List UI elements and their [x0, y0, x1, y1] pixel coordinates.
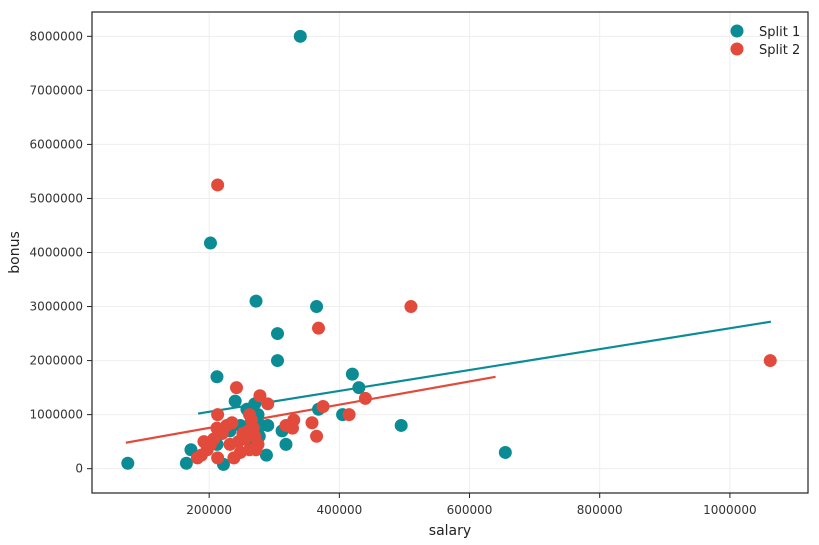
y-tick-label: 7000000: [30, 83, 83, 97]
data-points: [121, 29, 777, 471]
legend-marker-split-2: [730, 42, 744, 56]
regression-lines: [125, 320, 772, 444]
x-tick-label: 200000: [186, 503, 232, 517]
point-split-2: [358, 391, 372, 405]
y-tick-label: 5000000: [30, 191, 83, 205]
point-split-2: [763, 354, 777, 368]
x-axis-label: salary: [429, 523, 471, 539]
y-tick-label: 4000000: [30, 246, 83, 260]
point-split-1: [279, 437, 293, 451]
point-split-2: [404, 300, 418, 314]
legend: Split 1 Split 2: [730, 24, 800, 58]
y-tick-label: 3000000: [30, 300, 83, 314]
legend-label-split-2: Split 2: [759, 43, 800, 58]
fit-line-split-1: [197, 320, 772, 415]
x-tick-label: 600000: [447, 503, 493, 517]
y-tick-label: 2000000: [30, 354, 83, 368]
legend-label-split-1: Split 1: [759, 25, 800, 40]
point-split-1: [310, 300, 324, 314]
point-split-2: [225, 416, 239, 430]
point-split-2: [211, 408, 225, 422]
point-split-2: [342, 408, 356, 422]
y-tick-label: 8000000: [30, 29, 83, 43]
point-split-2: [253, 389, 267, 403]
point-split-2: [312, 321, 326, 335]
point-split-1: [228, 394, 242, 408]
grid-lines: [92, 12, 808, 493]
point-split-2: [211, 178, 225, 192]
point-split-2: [261, 397, 275, 411]
y-axis-label: bonus: [7, 231, 23, 274]
x-tick-label: 800000: [577, 503, 623, 517]
point-split-1: [498, 445, 512, 459]
point-split-2: [211, 451, 225, 465]
point-split-2: [310, 429, 324, 443]
point-split-1: [293, 29, 307, 43]
point-split-2: [305, 416, 319, 430]
fit-line-split-2: [125, 375, 496, 444]
point-split-2: [287, 413, 301, 427]
y-tick-label: 6000000: [30, 137, 83, 151]
point-split-1: [121, 456, 135, 470]
point-split-1: [394, 418, 408, 432]
axis-ticks: 200000 400000 600000 800000 1000000 0 1000000 2…: [30, 29, 757, 517]
x-tick-label: 1000000: [703, 503, 756, 517]
point-split-1: [179, 456, 193, 470]
point-split-1: [210, 370, 224, 384]
point-split-1: [352, 381, 366, 395]
point-split-1: [271, 327, 285, 341]
point-split-2: [230, 381, 244, 395]
x-tick-label: 400000: [316, 503, 362, 517]
point-split-1: [249, 294, 263, 308]
point-split-1: [203, 236, 217, 250]
point-split-1: [259, 448, 273, 462]
y-tick-label: 1000000: [30, 408, 83, 422]
point-split-2: [316, 400, 330, 414]
point-split-2: [251, 437, 265, 451]
point-split-1: [261, 418, 275, 432]
y-tick-label: 0: [75, 462, 83, 476]
point-split-1: [345, 367, 359, 381]
point-split-1: [271, 354, 285, 368]
legend-marker-split-1: [730, 24, 744, 38]
